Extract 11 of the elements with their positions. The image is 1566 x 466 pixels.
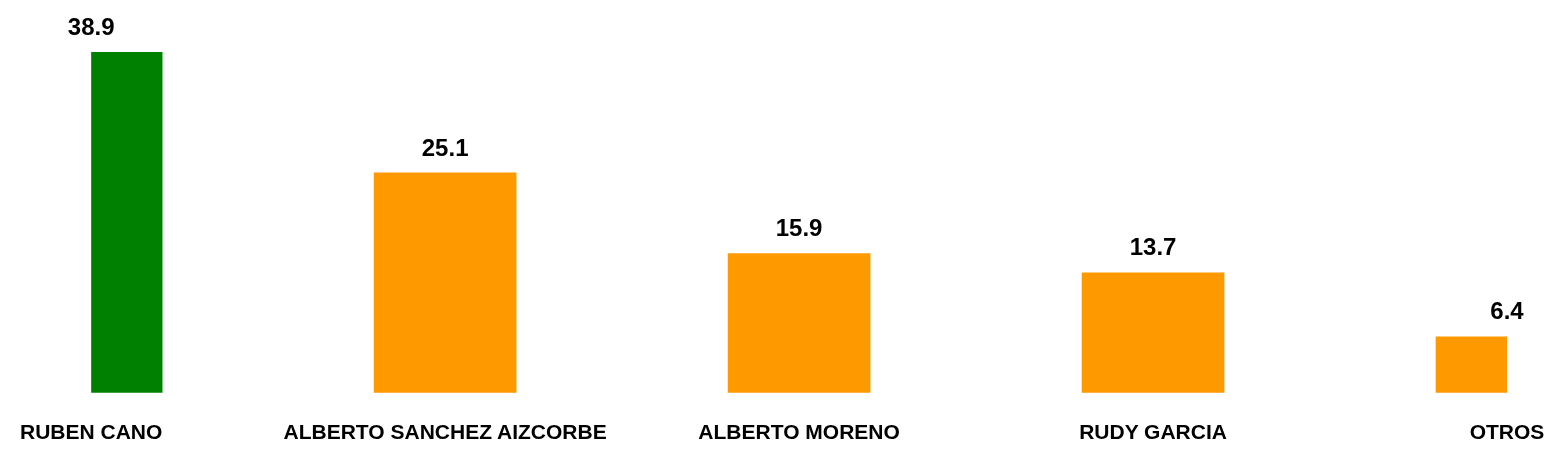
data-label: 38.9 bbox=[67, 12, 115, 40]
x-tick-label: ALBERTO SANCHEZ AIZCORBE bbox=[283, 420, 607, 444]
x-tick-label: RUDY GARCIA bbox=[1079, 420, 1227, 444]
data-label: 15.9 bbox=[775, 214, 823, 242]
x-tick-label: RUBEN CANO bbox=[20, 420, 163, 444]
data-label: 6.4 bbox=[1490, 297, 1525, 325]
data-label: 13.7 bbox=[1129, 233, 1177, 261]
bar bbox=[727, 253, 871, 393]
x-tick-label: ALBERTO MORENO bbox=[698, 420, 900, 444]
x-tick-label: OTROS bbox=[1469, 420, 1545, 444]
data-label: 25.1 bbox=[421, 133, 469, 161]
